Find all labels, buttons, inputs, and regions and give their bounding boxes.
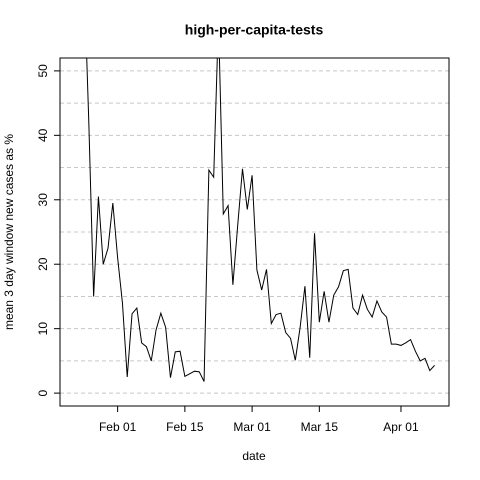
chart-title: high-per-capita-tests (185, 22, 324, 38)
y-tick-label: 50 (36, 64, 50, 78)
y-tick-label: 10 (36, 322, 50, 336)
plot-area (86, 58, 435, 382)
y-tick-label: 20 (36, 257, 50, 271)
x-tick-label: Mar 15 (301, 420, 339, 434)
y-tick-label: 0 (36, 389, 50, 396)
x-axis-label: date (242, 449, 266, 463)
plot-frame (59, 57, 450, 407)
y-tick-label: 30 (36, 193, 50, 207)
x-tick-label: Apr 01 (383, 420, 419, 434)
x-tick-label: Feb 15 (166, 420, 204, 434)
data-line (86, 58, 435, 382)
x-tick-label: Feb 01 (99, 420, 137, 434)
y-axis-label: mean 3 day window new cases as % (2, 134, 16, 330)
grid (60, 70, 449, 394)
y-tick-label: 40 (36, 128, 50, 142)
x-tick-label: Mar 01 (233, 420, 271, 434)
